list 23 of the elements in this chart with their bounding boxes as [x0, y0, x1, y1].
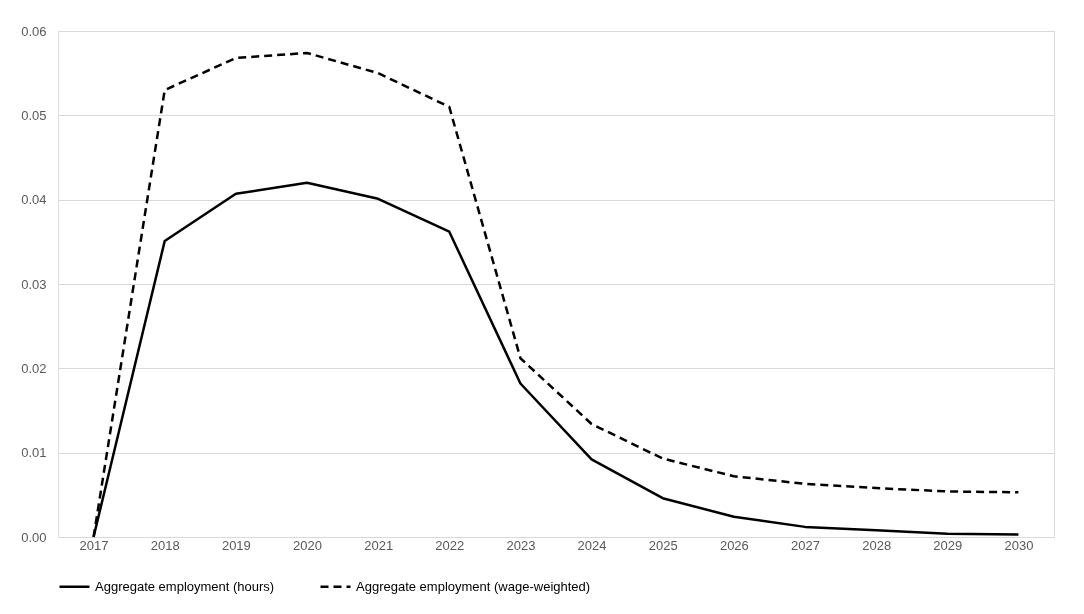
- x-tick-label: 2021: [364, 537, 394, 553]
- y-tick-label: 0.05: [21, 107, 47, 123]
- x-tick-label: 2022: [435, 537, 465, 553]
- y-tick-label: 0.06: [21, 23, 47, 39]
- x-tick-label: 2023: [506, 537, 536, 553]
- x-tick-label: 2020: [293, 537, 322, 553]
- legend-label: Aggregate employment (wage-weighted): [356, 578, 591, 594]
- y-tick-label: 0.00: [21, 529, 47, 545]
- x-tick-label: 2029: [933, 537, 963, 553]
- x-tick-label: 2025: [648, 537, 678, 553]
- y-tick-label: 0.03: [21, 276, 47, 292]
- x-tick-label: 2024: [577, 537, 607, 553]
- x-tick-label: 2018: [150, 537, 180, 553]
- x-tick-label: 2030: [1004, 537, 1034, 553]
- y-tick-label: 0.04: [21, 192, 47, 208]
- x-tick-label: 2028: [862, 537, 892, 553]
- x-tick-label: 2027: [791, 537, 820, 553]
- x-tick-label: 2019: [221, 537, 251, 553]
- y-tick-label: 0.01: [21, 445, 47, 461]
- x-tick-label: 2026: [719, 537, 749, 553]
- legend-label: Aggregate employment (hours): [95, 578, 275, 594]
- x-tick-label: 2017: [79, 537, 109, 553]
- y-tick-label: 0.02: [21, 360, 47, 376]
